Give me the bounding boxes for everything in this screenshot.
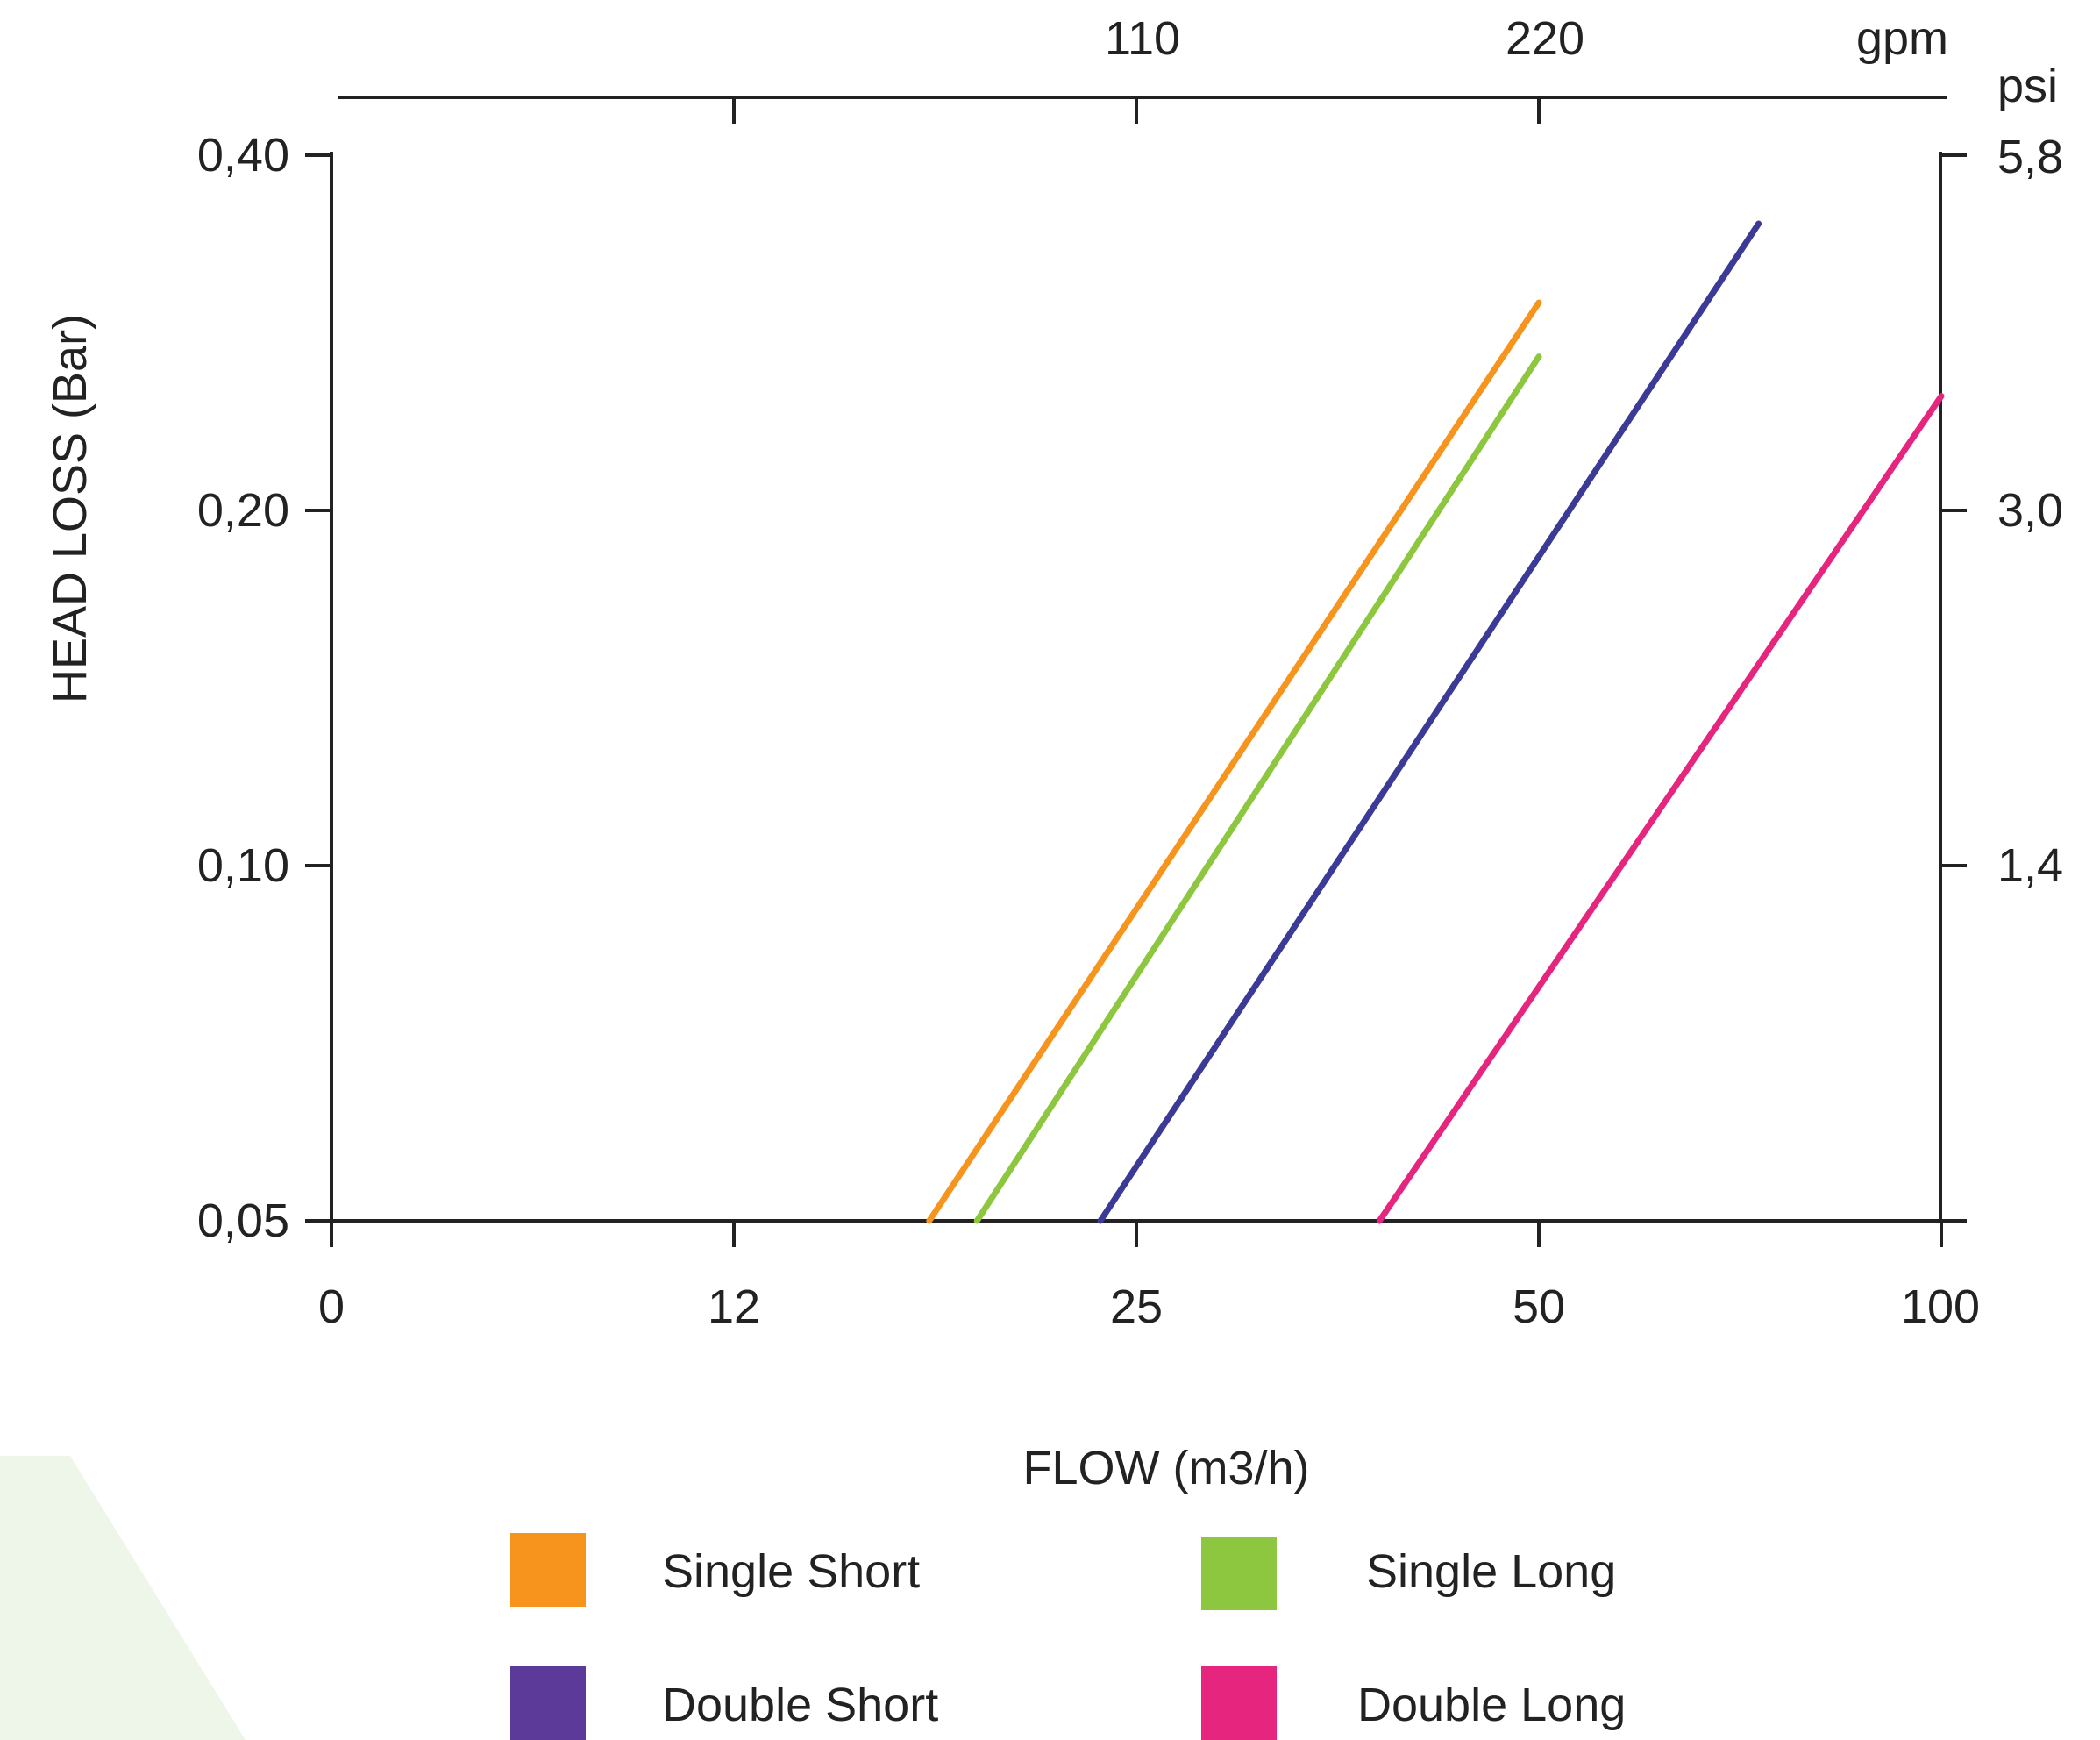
series-line-double-short [1097,220,1762,1224]
psi-tick-label: 3,0 [1997,484,2063,537]
y-tick-label: 0,10 [197,839,289,892]
legend-label-double-short: Double Short [662,1679,938,1731]
y-tick-label: 0,40 [197,129,289,182]
right-axis-labels: psi 1,4 3,0 5,8 [1997,60,2063,892]
y-tick-labels: 0,05 0,10 0,20 0,40 [197,129,289,1247]
legend-label-single-short: Single Short [662,1545,920,1598]
corner-tint [0,1456,246,1740]
x-tick-label: 25 [1110,1280,1163,1333]
y-tick-label: 0,20 [197,484,289,537]
gpm-unit-label: gpm [1856,12,1948,65]
x-tick-label: 12 [708,1280,760,1333]
x-tick-label: 100 [1901,1280,1980,1333]
legend: Single Short Single Long Double Short Do… [510,1533,1626,1740]
gpm-tick-label: 110 [1105,12,1180,65]
series-line-single-long [973,353,1542,1224]
psi-tick-label: 5,8 [1997,131,2063,183]
y-axis-title: HEAD LOSS (Bar) [44,314,96,703]
legend-swatch-single-long [1201,1537,1277,1610]
tick-marks [305,97,1967,1247]
series-layer [926,220,1945,1224]
legend-swatch-double-long [1201,1666,1277,1740]
x-tick-labels: 0 12 25 50 100 [318,1280,1980,1333]
x-axis-title: FLOW (m3/h) [1022,1442,1309,1494]
psi-unit-label: psi [1997,60,2058,112]
series-line-double-long [1376,393,1945,1224]
y-tick-label: 0,05 [197,1194,289,1247]
x-tick-label: 0 [318,1280,345,1333]
legend-swatch-single-short [510,1533,586,1607]
legend-swatch-double-short [510,1666,586,1740]
series-line-single-short [926,299,1542,1224]
gpm-tick-label: 220 [1506,12,1584,65]
axes [305,96,1967,1223]
legend-label-single-long: Single Long [1366,1545,1616,1598]
top-axis-labels: 110 220 gpm [1105,12,1948,65]
x-tick-label: 50 [1513,1280,1565,1333]
psi-tick-label: 1,4 [1997,839,2063,892]
legend-label-double-long: Double Long [1357,1679,1626,1731]
